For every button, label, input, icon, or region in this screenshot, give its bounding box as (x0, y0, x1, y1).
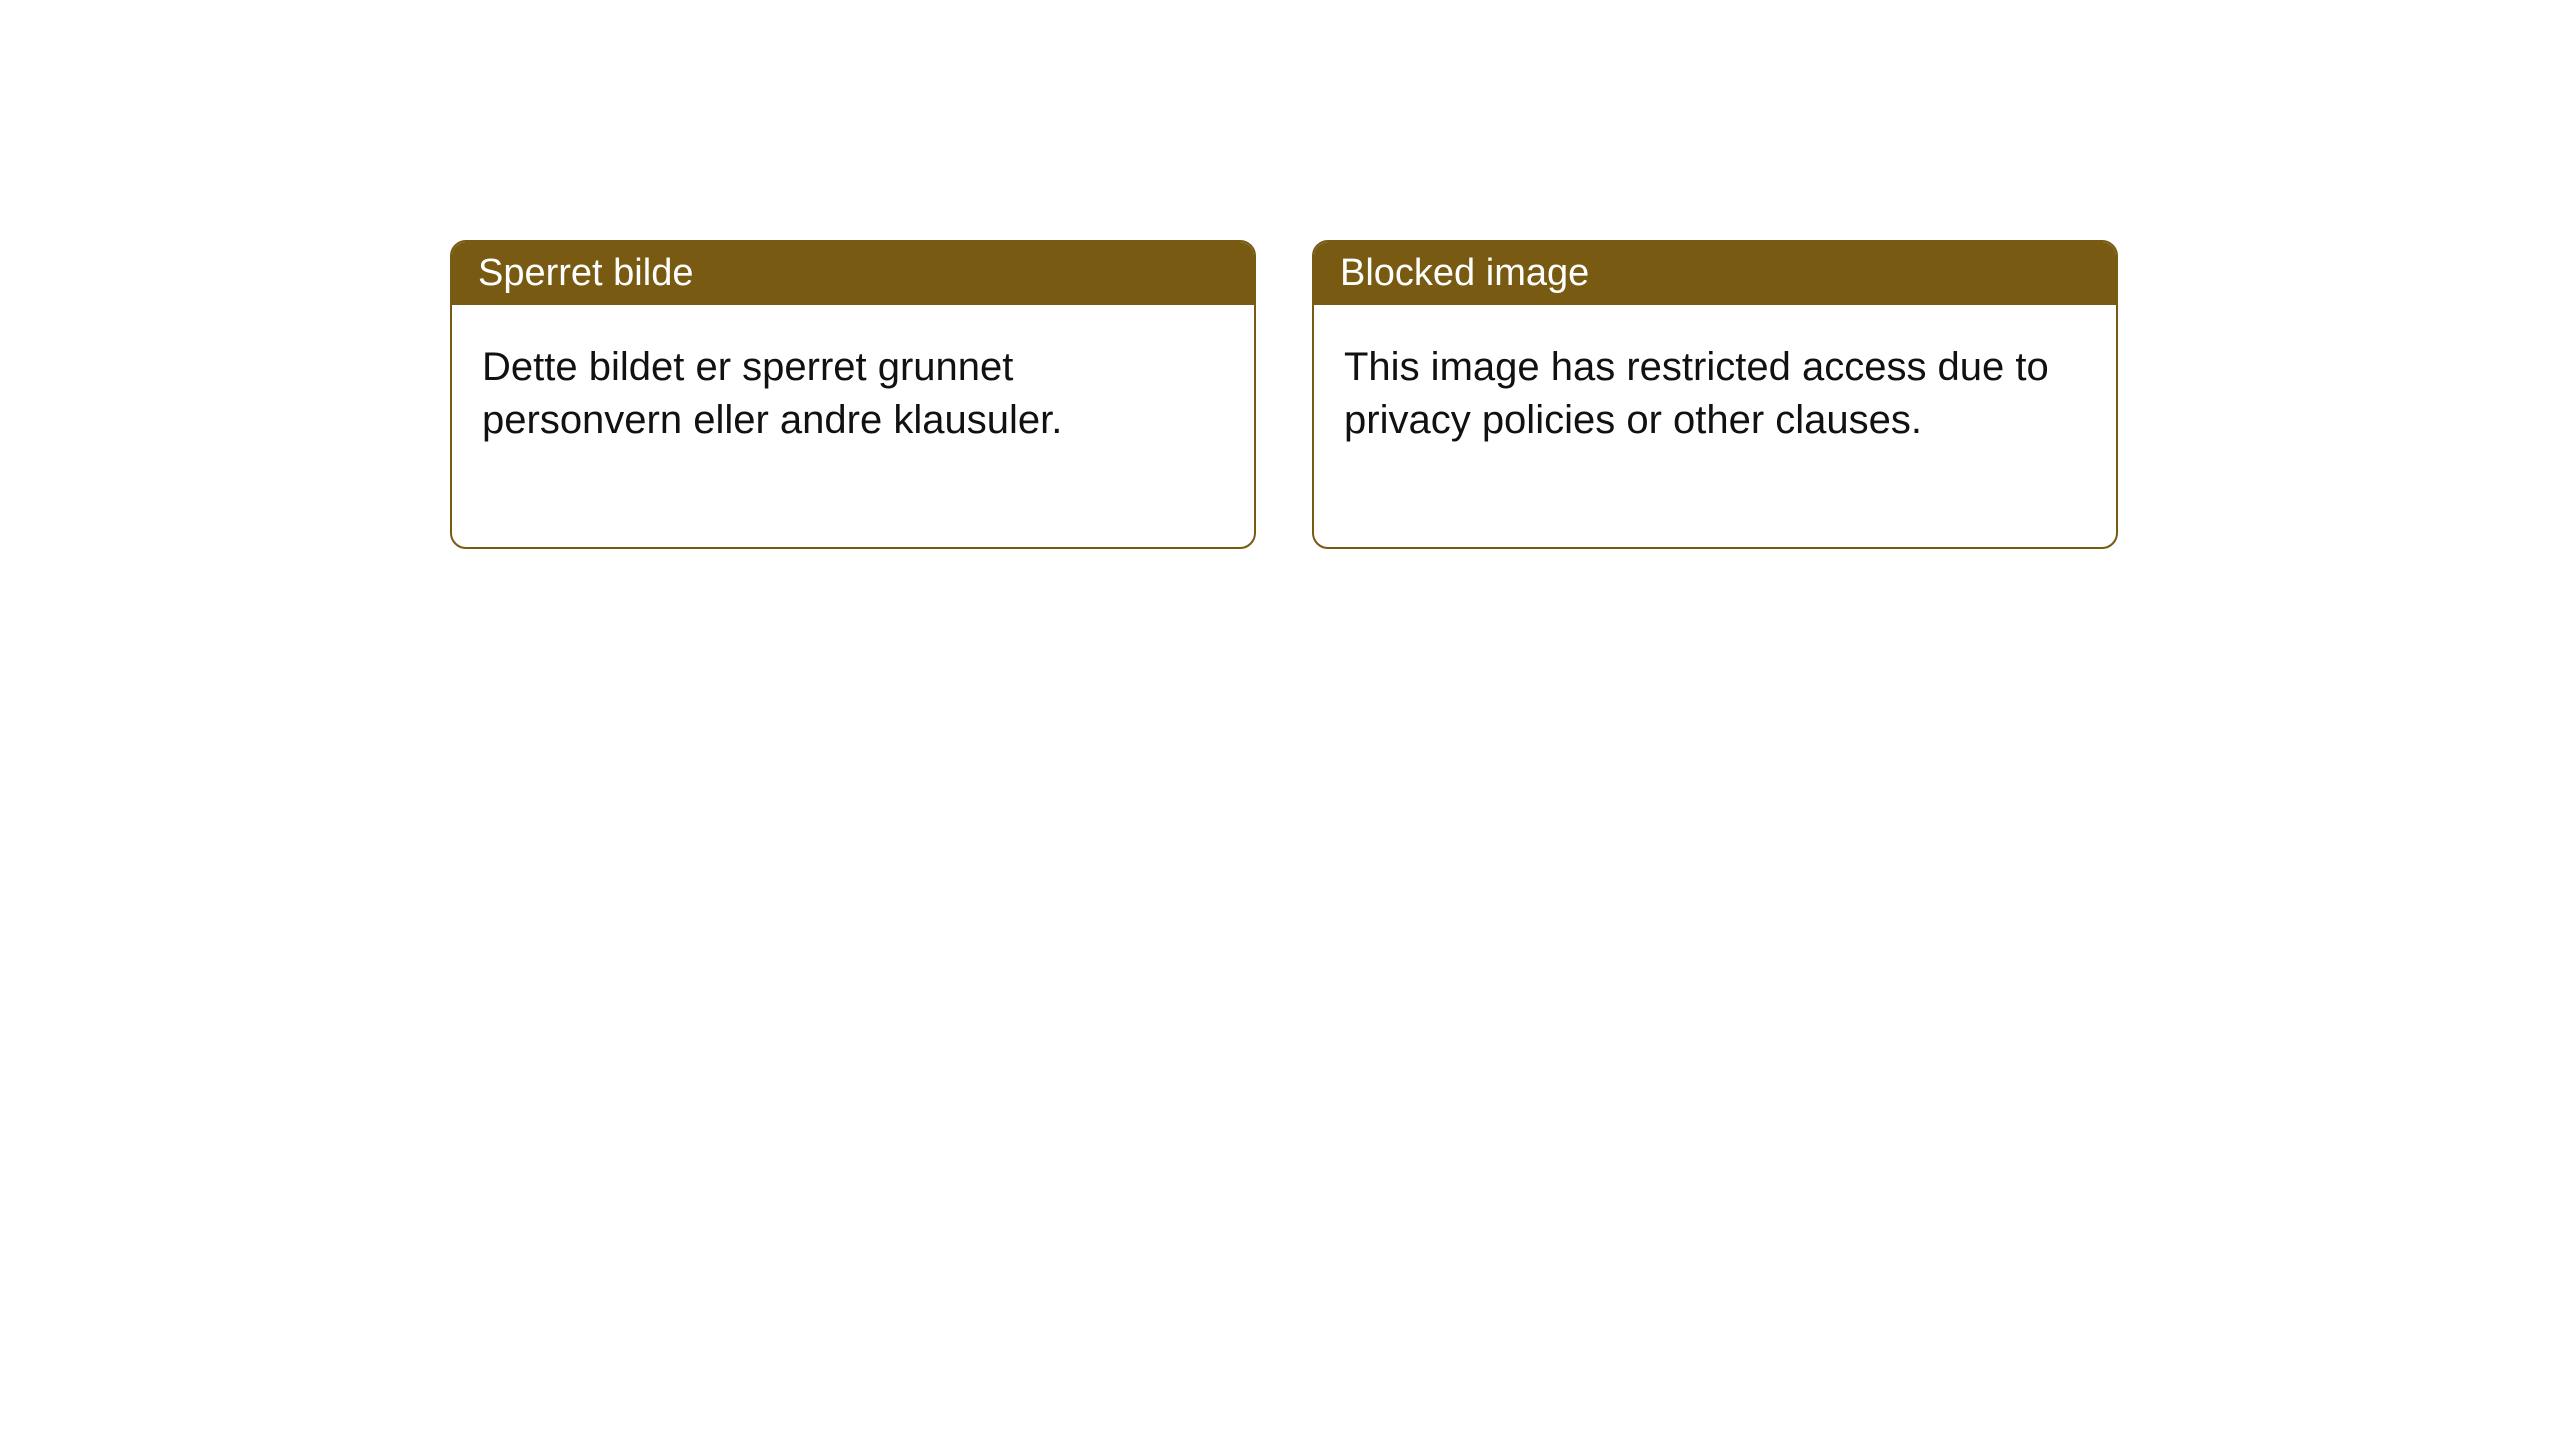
card-body-text: This image has restricted access due to … (1344, 345, 2049, 442)
card-header: Blocked image (1314, 242, 2116, 305)
card-title: Blocked image (1340, 252, 1589, 294)
card-body-text: Dette bildet er sperret grunnet personve… (482, 345, 1062, 442)
notice-container: Sperret bilde Dette bildet er sperret gr… (450, 240, 2118, 549)
card-header: Sperret bilde (452, 242, 1254, 305)
card-body: This image has restricted access due to … (1314, 305, 2116, 547)
card-body: Dette bildet er sperret grunnet personve… (452, 305, 1254, 547)
card-title: Sperret bilde (478, 252, 693, 294)
notice-card-norwegian: Sperret bilde Dette bildet er sperret gr… (450, 240, 1256, 549)
notice-card-english: Blocked image This image has restricted … (1312, 240, 2118, 549)
